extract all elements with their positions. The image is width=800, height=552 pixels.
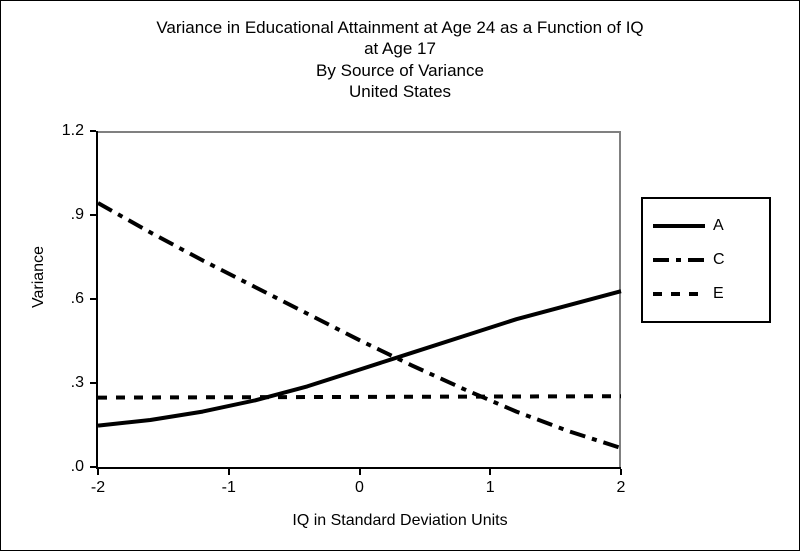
y-tick (90, 130, 96, 132)
x-tick (489, 469, 491, 475)
y-tick-label: .6 (50, 290, 84, 308)
chart-title: Variance in Educational Attainment at Ag… (1, 17, 799, 102)
y-axis-label: Variance (29, 1, 49, 552)
y-tick-label: .3 (50, 374, 84, 392)
x-tick-label: -1 (209, 479, 249, 497)
title-line-1: Variance in Educational Attainment at Ag… (1, 17, 799, 38)
series-line-A (98, 291, 621, 425)
legend-swatch-E (653, 288, 705, 300)
legend-swatch-C (653, 254, 705, 266)
y-tick (90, 214, 96, 216)
x-tick (359, 469, 361, 475)
legend-item-A: A (653, 209, 759, 243)
x-axis-label: IQ in Standard Deviation Units (1, 512, 799, 530)
x-tick (228, 469, 230, 475)
legend-label-C: C (713, 251, 725, 269)
y-tick (90, 298, 96, 300)
y-tick (90, 466, 96, 468)
series-line-C (98, 203, 621, 448)
x-tick-label: 0 (340, 479, 380, 497)
y-axis-label-text: Variance (30, 246, 48, 308)
x-tick-label: 1 (470, 479, 510, 497)
x-axis-label-text: IQ in Standard Deviation Units (292, 512, 507, 529)
legend-item-E: E (653, 277, 759, 311)
legend: ACE (641, 197, 771, 323)
legend-item-C: C (653, 243, 759, 277)
series-line-E (98, 396, 621, 397)
plot-area (98, 131, 621, 467)
chart-frame: Variance in Educational Attainment at Ag… (0, 0, 800, 551)
series-svg (98, 133, 621, 469)
axis-line (96, 131, 98, 469)
x-tick (620, 469, 622, 475)
x-tick-label: 2 (601, 479, 641, 497)
title-line-3: By Source of Variance (1, 60, 799, 81)
y-tick-label: 1.2 (50, 122, 84, 140)
y-tick (90, 382, 96, 384)
legend-label-E: E (713, 285, 724, 303)
x-tick-label: -2 (78, 479, 118, 497)
y-tick-label: .9 (50, 206, 84, 224)
title-line-2: at Age 17 (1, 38, 799, 59)
x-tick (97, 469, 99, 475)
legend-label-A: A (713, 217, 724, 235)
legend-swatch-A (653, 220, 705, 232)
y-tick-label: .0 (50, 458, 84, 476)
title-line-4: United States (1, 81, 799, 102)
